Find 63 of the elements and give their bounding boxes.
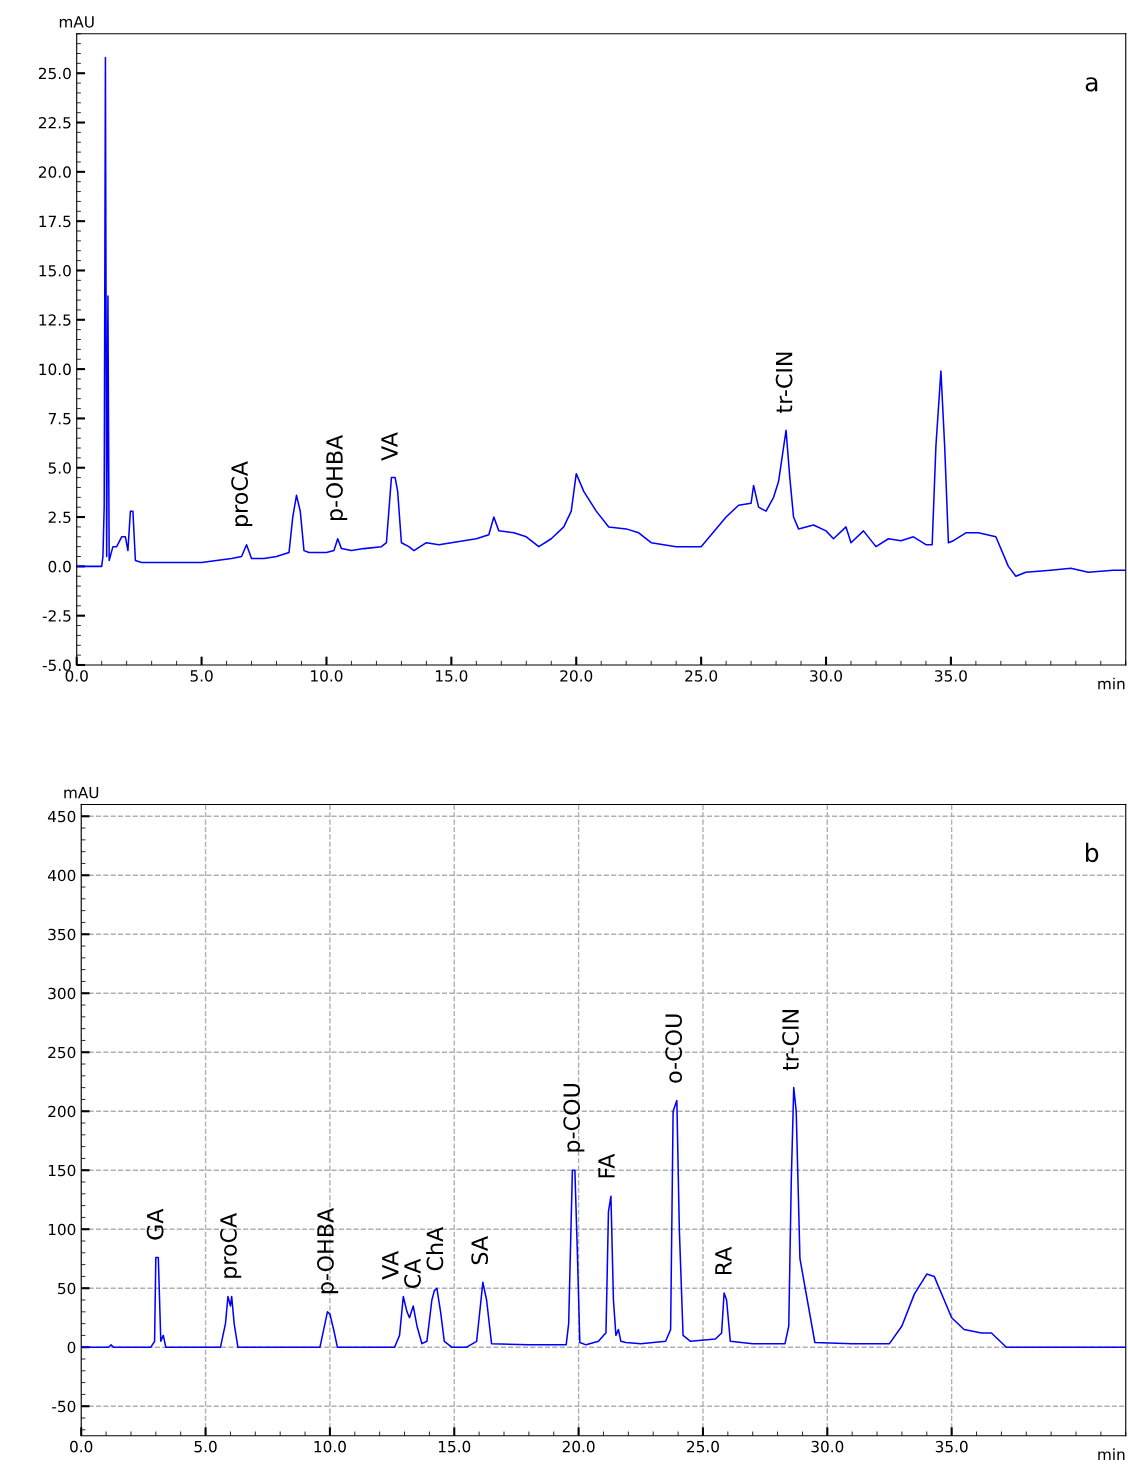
annotation: tr-CIN xyxy=(782,1010,799,1071)
x-tick-label: 35.0 xyxy=(935,1440,968,1453)
y-axis-title: mAU xyxy=(64,786,99,799)
annotation: tr-CIN xyxy=(775,352,793,413)
y-tick-label: 10.0 xyxy=(39,363,71,376)
x-tick-label: 10.0 xyxy=(311,670,343,682)
annotation: SA xyxy=(471,1236,489,1265)
y-tick-label: 50 xyxy=(58,1282,76,1295)
annotation: CA xyxy=(404,1258,421,1288)
annotation: o-COU xyxy=(665,1014,683,1083)
annotation: p-OHBA xyxy=(317,1207,339,1294)
y-tick-label: 7.5 xyxy=(48,413,71,425)
y-tick-label: -2.5 xyxy=(42,610,71,622)
x-tick-label: 5.0 xyxy=(190,670,213,682)
y-tick-label: 20.0 xyxy=(38,166,71,178)
annotation: b xyxy=(1086,842,1099,863)
y-tick-label: -5.0 xyxy=(42,659,71,672)
y-tick-label: 17.5 xyxy=(39,215,71,228)
y-tick-label: 400 xyxy=(47,869,76,882)
annotation: VA xyxy=(382,1251,399,1280)
y-tick-label: 250 xyxy=(48,1046,76,1059)
annotation: ChA xyxy=(426,1226,444,1271)
annotation: GA xyxy=(146,1208,164,1240)
x-tick-label: 25.0 xyxy=(685,670,718,682)
x-tick-label: 30.0 xyxy=(811,1440,844,1453)
y-tick-label: 0 xyxy=(67,1341,76,1354)
annotation: p-OHBA xyxy=(326,434,348,521)
y-tick-label: 450 xyxy=(47,810,76,823)
y-tick-label: 200 xyxy=(48,1105,76,1118)
y-tick-label: 22.5 xyxy=(38,117,71,129)
annotation: p-COU xyxy=(563,1084,585,1152)
y-tick-label: 0.0 xyxy=(48,560,71,573)
y-tick-label: 25.0 xyxy=(38,67,71,80)
line-series xyxy=(81,1086,1126,1348)
annotation: proCA xyxy=(220,1212,242,1278)
x-tick-label: 35.0 xyxy=(935,670,967,682)
annotation: VA xyxy=(381,432,398,461)
x-tick-label: 5.0 xyxy=(194,1440,217,1453)
y-tick-label: 5.0 xyxy=(48,462,71,474)
x-axis-title: min xyxy=(1098,677,1125,690)
y-tick-label: 150 xyxy=(48,1164,76,1177)
line-series xyxy=(76,56,1126,578)
y-tick-label: -50 xyxy=(52,1400,76,1413)
y-tick-label: 100 xyxy=(48,1223,76,1236)
y-axis-title: mAU xyxy=(59,16,94,28)
x-tick-label: 0.0 xyxy=(70,1440,93,1453)
y-tick-label: 12.5 xyxy=(39,314,71,326)
annotation: RA xyxy=(715,1246,732,1275)
x-tick-label: 20.0 xyxy=(562,1440,595,1453)
x-tick-label: 20.0 xyxy=(560,670,593,682)
y-tick-label: 350 xyxy=(48,928,76,941)
x-tick-label: 25.0 xyxy=(687,1440,719,1453)
x-tick-label: 15.0 xyxy=(438,1440,471,1453)
x-tick-label: 15.0 xyxy=(436,670,468,682)
y-tick-label: 300 xyxy=(48,987,76,1000)
annotation: proCA xyxy=(231,461,253,526)
y-tick-label: 15.0 xyxy=(39,264,71,277)
x-tick-label: 30.0 xyxy=(810,670,843,682)
annotation: FA xyxy=(598,1153,615,1178)
annotation: a xyxy=(1085,77,1098,92)
x-axis-title: min xyxy=(1098,1448,1125,1460)
y-tick-label: 2.5 xyxy=(48,511,71,524)
x-tick-label: 10.0 xyxy=(314,1440,346,1453)
